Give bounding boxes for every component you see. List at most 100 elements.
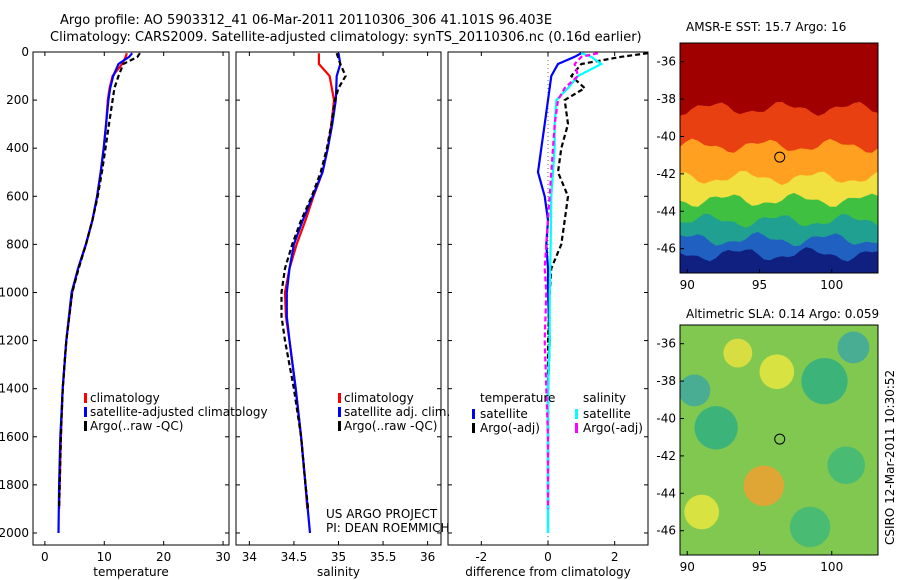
- sla-map-anomaly-blob: [684, 494, 720, 530]
- difference-series-temperature-argo-adj-: [546, 52, 649, 509]
- temperature-series-argo-raw-qc-: [58, 52, 141, 509]
- sla-map-ytick-label: -42: [656, 449, 676, 463]
- temperature-legend-label: satellite-adjusted climatology: [90, 405, 268, 419]
- sla-map-anomaly-blob: [801, 357, 848, 405]
- temperature-xtick-label: 10: [97, 550, 112, 564]
- sla-map-ytick-label: -44: [656, 486, 676, 500]
- difference-legend-swatch: [575, 409, 578, 419]
- difference-legend-label: satellite: [480, 407, 528, 421]
- salinity-xtick-label: 35: [331, 550, 346, 564]
- sst-map-band: [680, 247, 878, 273]
- difference-series-temperature-satellite: [536, 52, 582, 533]
- sla-map-anomaly-blob: [789, 506, 831, 548]
- sla-map-anomaly-blob: [837, 331, 870, 364]
- salinity-legend-label: climatology: [344, 391, 414, 405]
- sst-map-ytick-label: -40: [656, 129, 676, 143]
- temperature-panel: 0 10 20 30 0 200 400 600 800 1000 1200 1400 1600 1800…: [0, 45, 268, 579]
- sla-map-anomaly-blob: [723, 338, 753, 368]
- salinity-legend-label: Argo(..raw -QC): [344, 419, 437, 433]
- temperature-ytick-label: 400: [6, 141, 29, 155]
- temperature-ytick-label: 600: [6, 189, 29, 203]
- figure-title-line1: Argo profile: AO 5903312_41 06-Mar-2011 …: [60, 13, 552, 28]
- sst-map-xtick-label: 95: [752, 278, 767, 292]
- sst-map-panel: 90 95 100 -36 -38 -40 -42 -44 -46: [656, 42, 879, 292]
- pi-credit: PI: DEAN ROEMMICH: [326, 521, 449, 535]
- temperature-legend-label: climatology: [90, 391, 160, 405]
- difference-series-salinity-argo-adj-: [543, 52, 599, 509]
- temperature-xtick-label: 30: [215, 550, 230, 564]
- salinity-legend-swatch: [338, 393, 341, 403]
- difference-legend-group-title: salinity: [583, 391, 626, 405]
- difference-legend-label: Argo(-adj): [480, 421, 540, 435]
- sst-map-axes-frame: [679, 42, 879, 274]
- sst-map-ytick-label: -42: [656, 167, 676, 181]
- salinity-legend-swatch: [338, 421, 341, 431]
- temperature-xlabel: temperature: [93, 565, 168, 579]
- sla-map-ytick-label: -40: [656, 411, 676, 425]
- sst-map-argo-marker: [774, 151, 786, 163]
- difference-series-salinity-satellite: [546, 52, 604, 533]
- difference-xtick-label: -2: [475, 550, 487, 564]
- temperature-ytick-label: 1000: [0, 285, 29, 299]
- sla-map-anomaly-blob: [694, 406, 738, 450]
- sla-map-argo-marker: [774, 433, 786, 445]
- difference-xtick-label: 2: [611, 550, 619, 564]
- sla-map-axes-frame: [679, 324, 879, 556]
- temperature-legend-swatch: [84, 393, 87, 403]
- salinity-series-satellite-adj-clim-: [285, 53, 342, 534]
- salinity-legend-label: satellite adj. clim.: [344, 405, 450, 419]
- sst-map-ytick-label: -46: [656, 242, 676, 256]
- sla-map-anomaly-blob: [827, 446, 865, 485]
- salinity-xtick-label: 36: [420, 550, 435, 564]
- temperature-ytick-label: 200: [6, 93, 29, 107]
- difference-legend-swatch: [575, 423, 578, 433]
- salinity-panel: 34 34.5 35 35.5 36 salinity climatologysatelli…: [235, 51, 450, 579]
- sst-map-ytick-label: -36: [656, 55, 676, 69]
- project-credit: US ARGO PROJECT: [326, 507, 438, 521]
- figure-title-line2: Climatology: CARS2009. Satellite-adjuste…: [50, 30, 642, 45]
- salinity-xtick-label: 34.5: [281, 550, 308, 564]
- sst-map-xtick-label: 100: [820, 278, 843, 292]
- temperature-axes-frame: [32, 51, 230, 546]
- difference-legend-label: satellite: [583, 407, 631, 421]
- temperature-ytick-label: 1800: [0, 478, 29, 492]
- sla-map-anomaly-blob: [680, 374, 711, 407]
- salinity-legend-swatch: [338, 407, 341, 417]
- sst-map-ytick-label: -44: [656, 204, 676, 218]
- sst-map-xtick-label: 90: [680, 278, 695, 292]
- temperature-xtick-label: 20: [156, 550, 171, 564]
- difference-legend-label: Argo(-adj): [583, 421, 643, 435]
- temperature-ytick-label: 1400: [0, 382, 29, 396]
- temperature-ytick-label: 800: [6, 237, 29, 251]
- temperature-xtick-label: 0: [41, 550, 49, 564]
- salinity-series-argo-raw-qc-: [280, 52, 347, 510]
- sst-map-field: [680, 43, 878, 273]
- difference-legend-swatch: [472, 409, 475, 419]
- salinity-series-climatology: [283, 53, 336, 509]
- sla-map-xtick-label: 100: [820, 560, 843, 574]
- sst-map-ytick-label: -38: [656, 92, 676, 106]
- sla-map-anomaly-blob: [743, 465, 785, 507]
- temperature-legend-swatch: [84, 421, 87, 431]
- sla-map-xtick-label: 95: [752, 560, 767, 574]
- sst-map-title: AMSR-E SST: 15.7 Argo: 16: [686, 20, 846, 34]
- sla-map-title: Altimetric SLA: 0.14 Argo: 0.059: [686, 307, 879, 321]
- temperature-ytick-label: 0: [21, 45, 29, 59]
- csiro-timestamp: CSIRO 12-Mar-2011 10:30:52: [883, 370, 897, 545]
- salinity-xtick-label: 35.5: [370, 550, 397, 564]
- difference-xlabel: difference from climatology: [465, 565, 631, 579]
- temperature-ytick-label: 1200: [0, 334, 29, 348]
- temperature-ytick-label: 2000: [0, 526, 29, 540]
- sla-map-anomaly-blob: [759, 354, 795, 390]
- difference-legend-group-title: temperature: [480, 391, 555, 405]
- salinity-axes-frame: [235, 51, 442, 546]
- sla-map-ytick-label: -46: [656, 524, 676, 538]
- sla-map-xtick-label: 90: [680, 560, 695, 574]
- salinity-xtick-label: 34: [242, 550, 257, 564]
- temperature-legend-swatch: [84, 407, 87, 417]
- salinity-xlabel: salinity: [317, 565, 360, 579]
- temperature-ytick-label: 1600: [0, 430, 29, 444]
- temperature-series-climatology: [58, 52, 128, 509]
